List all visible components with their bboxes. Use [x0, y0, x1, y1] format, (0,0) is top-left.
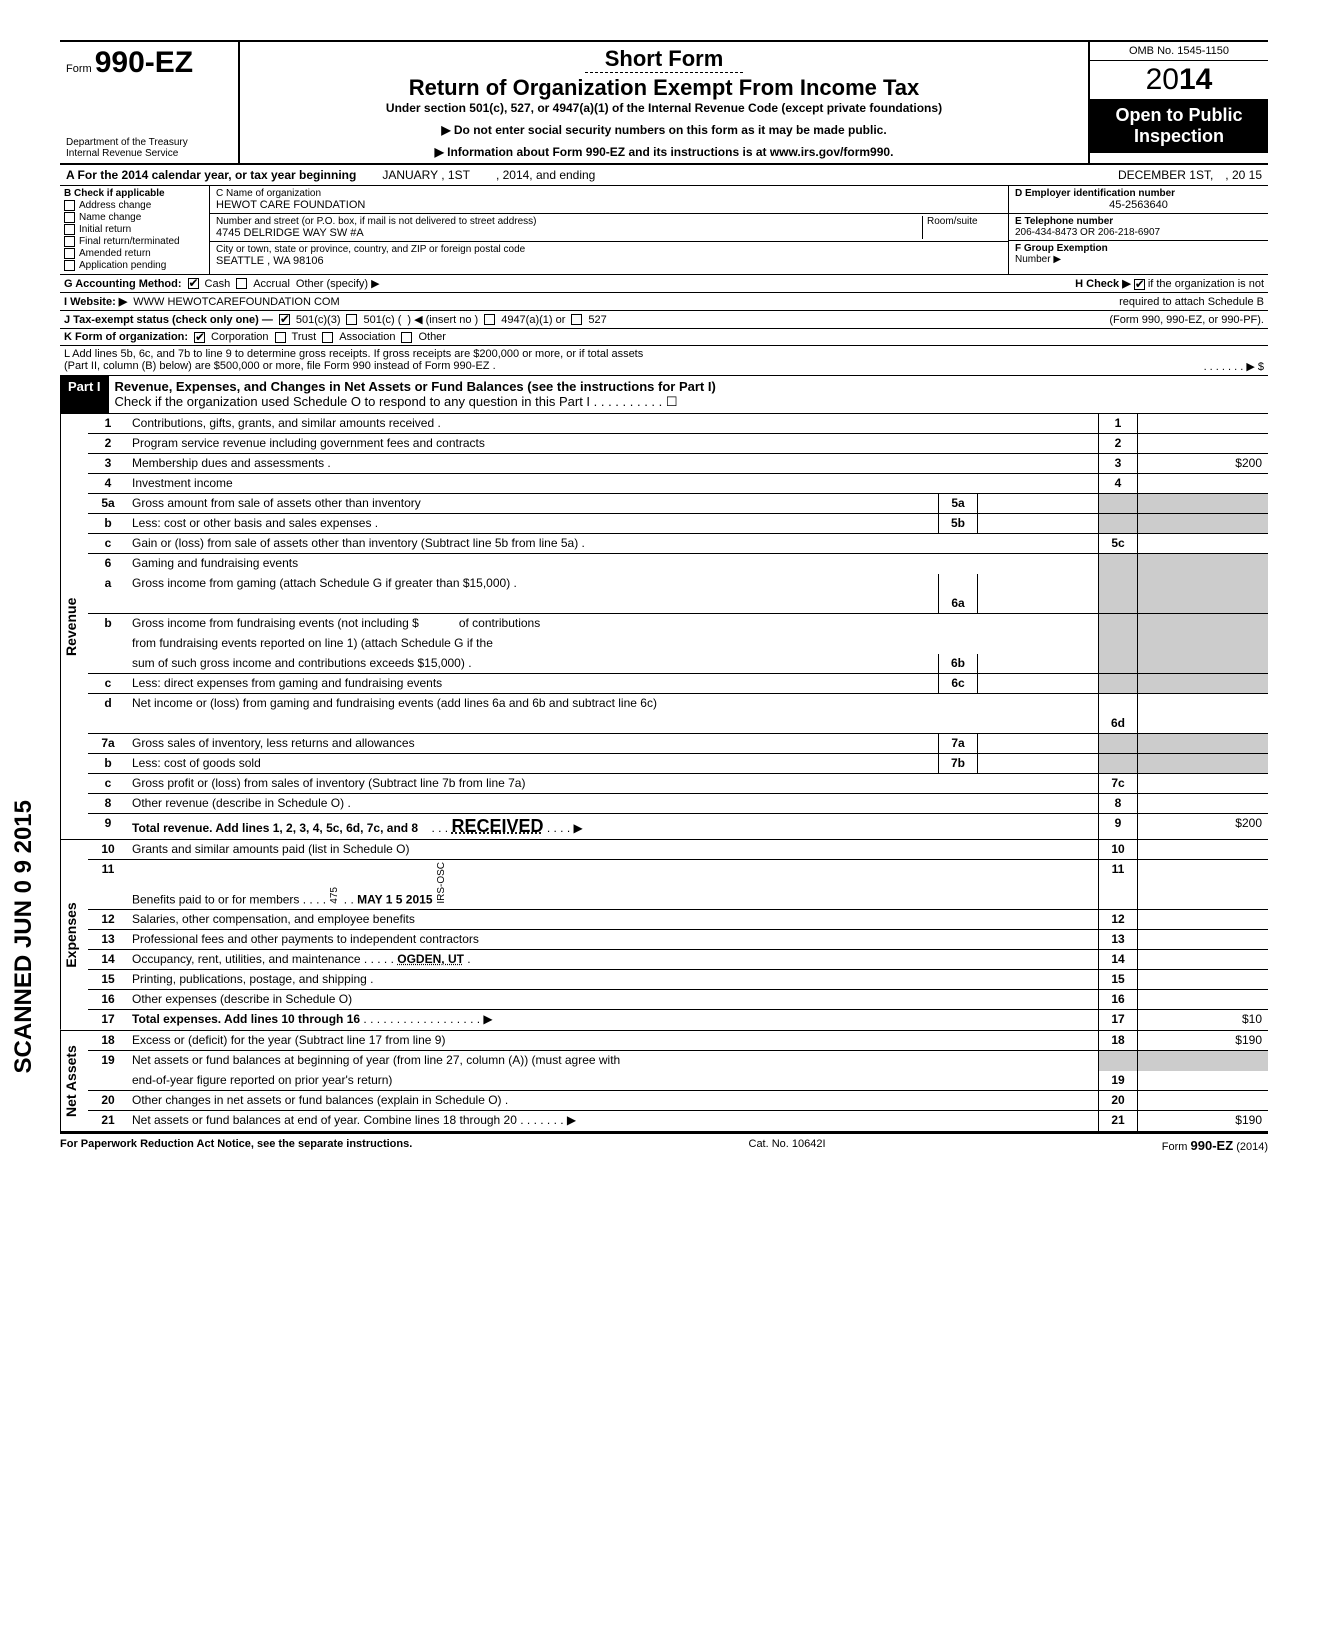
revenue-label: Revenue	[60, 414, 88, 839]
main-title: Return of Organization Exempt From Incom…	[248, 75, 1080, 101]
ein: 45-2563640	[1015, 199, 1262, 211]
line-l: L Add lines 5b, 6c, and 7b to line 9 to …	[60, 346, 1268, 375]
line-a: A For the 2014 calendar year, or tax yea…	[60, 165, 1268, 186]
chk-501c3[interactable]	[279, 314, 290, 325]
chk-corp[interactable]	[194, 332, 205, 343]
col-c: C Name of organization HEWOT CARE FOUNDA…	[210, 186, 1008, 274]
subtitle: Under section 501(c), 527, or 4947(a)(1)…	[248, 101, 1080, 115]
chk-cash[interactable]	[188, 278, 199, 289]
open-public: Open to Public Inspection	[1090, 99, 1268, 153]
chk-other-org[interactable]	[401, 332, 412, 343]
date-stamp: MAY 1 5 2015	[357, 893, 432, 907]
omb-number: OMB No. 1545-1150	[1090, 42, 1268, 61]
line-j: J Tax-exempt status (check only one) — 5…	[60, 311, 1268, 329]
chk-address-change[interactable]	[64, 200, 75, 211]
org-address: 4745 DELRIDGE WAY SW #A	[216, 227, 922, 239]
col-d-e-f: D Employer identification number 45-2563…	[1008, 186, 1268, 274]
info-grid: B Check if applicable Address change Nam…	[60, 186, 1268, 275]
chk-initial-return[interactable]	[64, 224, 75, 235]
short-form-title: Short Form	[585, 46, 744, 73]
revenue-section: Revenue 1Contributions, gifts, grants, a…	[60, 414, 1268, 840]
website: WWW HEWOTCAREFOUNDATION COM	[133, 296, 339, 308]
col-b-checkboxes: B Check if applicable Address change Nam…	[60, 186, 210, 274]
phone: 206-434-8473 OR 206-218-6907	[1015, 227, 1262, 238]
expenses-label: Expenses	[60, 840, 88, 1030]
netassets-section: Net Assets 18Excess or (deficit) for the…	[60, 1031, 1268, 1132]
chk-pending[interactable]	[64, 260, 75, 271]
line-k: K Form of organization: Corporation Trus…	[60, 329, 1268, 346]
form-990ez: Form 990-EZ Department of the Treasury I…	[60, 40, 1268, 1153]
part-1-header: Part I Revenue, Expenses, and Changes in…	[60, 375, 1268, 414]
expenses-section: Expenses 10Grants and similar amounts pa…	[60, 840, 1268, 1031]
form-header: Form 990-EZ Department of the Treasury I…	[60, 40, 1268, 165]
chk-h[interactable]	[1134, 279, 1145, 290]
form-number: Form 990-EZ	[66, 46, 232, 80]
ogden-stamp: OGDEN, UT	[397, 952, 464, 966]
footer: For Paperwork Reduction Act Notice, see …	[60, 1134, 1268, 1153]
chk-amended[interactable]	[64, 248, 75, 259]
arrow-line-2: Information about Form 990-EZ and its in…	[248, 145, 1080, 159]
org-name: HEWOT CARE FOUNDATION	[216, 199, 1002, 211]
scanned-stamp: SCANNED JUN 0 9 2015	[10, 800, 38, 1073]
chk-assoc[interactable]	[322, 332, 333, 343]
chk-accrual[interactable]	[236, 278, 247, 289]
chk-name-change[interactable]	[64, 212, 75, 223]
chk-final-return[interactable]	[64, 236, 75, 247]
chk-4947[interactable]	[484, 314, 495, 325]
chk-527[interactable]	[571, 314, 582, 325]
arrow-line-1: Do not enter social security numbers on …	[248, 123, 1080, 137]
netassets-label: Net Assets	[60, 1031, 88, 1131]
line-g-h: G Accounting Method: Cash Accrual Other …	[60, 275, 1268, 293]
tax-year: 2014	[1090, 61, 1268, 99]
chk-trust[interactable]	[275, 332, 286, 343]
line-i: I Website: ▶ WWW HEWOTCAREFOUNDATION COM…	[60, 293, 1268, 311]
chk-501c[interactable]	[346, 314, 357, 325]
received-stamp: RECEIVED	[451, 816, 543, 836]
dept-treasury: Department of the Treasury Internal Reve…	[66, 137, 232, 159]
org-city: SEATTLE , WA 98106	[216, 255, 1002, 267]
